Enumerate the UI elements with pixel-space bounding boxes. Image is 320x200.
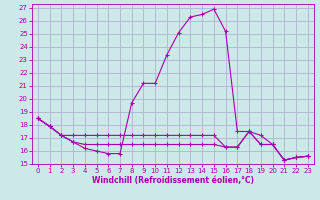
X-axis label: Windchill (Refroidissement éolien,°C): Windchill (Refroidissement éolien,°C) (92, 176, 254, 185)
